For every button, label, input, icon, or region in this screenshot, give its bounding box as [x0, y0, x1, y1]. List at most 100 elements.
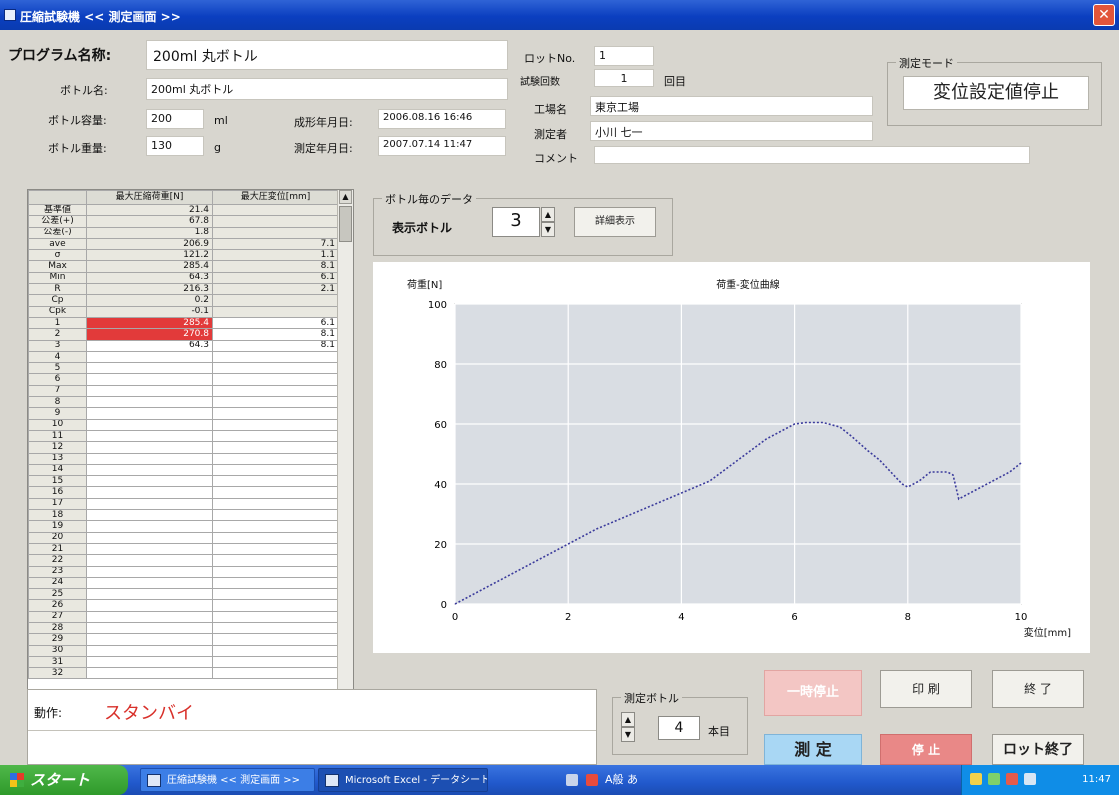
sample-row[interactable]: 14 [28, 463, 339, 477]
stat-disp-cell [212, 226, 339, 239]
sample-row[interactable]: 15 [28, 475, 339, 488]
x-tick-label: 10 [1015, 612, 1028, 623]
close-button[interactable]: ✕ [1093, 4, 1115, 26]
stop-button[interactable]: 停 止 [880, 734, 972, 765]
scroll-up-icon[interactable]: ▲ [339, 190, 352, 204]
lot-field[interactable]: 1 [594, 46, 654, 66]
operator-field[interactable]: 小川 七一 [590, 121, 873, 141]
sample-load-cell [86, 644, 213, 657]
scroll-thumb[interactable] [339, 206, 352, 242]
bottle-down-icon[interactable]: ▼ [541, 222, 555, 237]
display-bottle-value[interactable]: 3 [492, 207, 540, 237]
sample-row[interactable]: 29 [28, 633, 339, 646]
ime-toolbar[interactable]: A般 あ [566, 769, 806, 791]
sample-row[interactable]: 8 [28, 396, 339, 409]
sample-load-cell [86, 520, 213, 533]
sample-number: 14 [28, 463, 87, 477]
print-button[interactable]: 印 刷 [880, 670, 972, 708]
sample-row[interactable]: 21 [28, 542, 339, 556]
stat-row[interactable]: Max 285.4 8.1 [28, 260, 339, 273]
windows-logo-icon [10, 773, 24, 787]
sample-row[interactable]: 31 [28, 655, 339, 669]
measure-bottle-value[interactable]: 4 [658, 716, 700, 740]
measure-bottle-down-icon[interactable]: ▼ [621, 727, 635, 742]
sample-row[interactable]: 18 [28, 509, 339, 522]
taskbar-item-tester-label: 圧縮試験機 << 測定画面 >> [167, 775, 301, 786]
stat-row[interactable]: R 216.3 2.1 [28, 283, 339, 296]
end-button[interactable]: 終 了 [992, 670, 1084, 708]
results-grid: 最大圧縮荷重[N] 最大圧変位[mm] 基準値 21.4 公差(+) 67.8 公差(-) 1… [28, 190, 339, 680]
comment-field[interactable] [594, 146, 1030, 164]
results-table[interactable]: 最大圧縮荷重[N] 最大圧変位[mm] 基準値 21.4 公差(+) 67.8 公差(-) 1… [27, 189, 354, 753]
volume-icon[interactable] [1024, 773, 1036, 785]
sample-row[interactable]: 16 [28, 486, 339, 499]
sample-row[interactable]: 17 [28, 497, 339, 511]
sample-row[interactable]: 20 [28, 531, 339, 544]
taskbar-item-excel[interactable]: Microsoft Excel - データシート [318, 768, 488, 792]
sample-row[interactable]: 23 [28, 565, 339, 578]
weight-field[interactable]: 130 [146, 136, 204, 156]
bottle-up-icon[interactable]: ▲ [541, 207, 555, 222]
measure-button[interactable]: 測 定 [764, 734, 862, 765]
stat-row[interactable]: Cp 0.2 [28, 294, 339, 307]
sample-row[interactable]: 2 270.8 8.1 [28, 328, 339, 341]
x-tick-label: 6 [791, 612, 797, 623]
sample-row[interactable]: 10 [28, 418, 339, 431]
sample-disp-cell [212, 633, 339, 646]
sample-row[interactable]: 28 [28, 621, 339, 635]
alert-icon[interactable] [1006, 773, 1018, 785]
sample-row[interactable]: 22 [28, 554, 339, 567]
stat-row[interactable]: Cpk -0.1 [28, 305, 339, 318]
factory-field[interactable]: 東京工場 [590, 96, 873, 116]
sample-row[interactable]: 32 [28, 667, 339, 680]
stat-row[interactable]: 公差(+) 67.8 [28, 215, 339, 228]
sample-row[interactable]: 13 [28, 452, 339, 465]
detail-button[interactable]: 詳細表示 [574, 207, 656, 237]
start-button[interactable]: スタート [0, 765, 128, 795]
sample-row[interactable]: 19 [28, 520, 339, 533]
sample-row[interactable]: 6 [28, 373, 339, 386]
sample-load-cell [86, 475, 213, 488]
sample-row[interactable]: 1 285.4 6.1 [28, 316, 339, 330]
sample-row[interactable]: 12 [28, 441, 339, 454]
security-icon[interactable] [988, 773, 1000, 785]
sample-row[interactable]: 7 [28, 384, 339, 398]
sample-row[interactable]: 24 [28, 576, 339, 590]
table-scrollbar[interactable]: ▲ ▼ [337, 190, 353, 752]
sample-row[interactable]: 30 [28, 644, 339, 657]
sample-number: 29 [28, 633, 87, 646]
count-field[interactable]: 1 [594, 69, 654, 87]
molding-date-field[interactable]: 2006.08.16 16:46 [378, 109, 506, 129]
stat-row[interactable]: 基準値 21.4 [28, 203, 339, 217]
taskbar-item-tester[interactable]: 圧縮試験機 << 測定画面 >> [140, 768, 315, 792]
stat-row[interactable]: 公差(-) 1.8 [28, 226, 339, 239]
stat-row[interactable]: ave 206.9 7.1 [28, 237, 339, 251]
load-curve [454, 421, 1022, 605]
sample-row[interactable]: 27 [28, 610, 339, 623]
status-value: スタンバイ [104, 703, 194, 724]
sample-disp-cell [212, 565, 339, 578]
network-icon[interactable] [970, 773, 982, 785]
sample-row[interactable]: 11 [28, 429, 339, 443]
sample-row[interactable]: 3 64.3 8.1 [28, 339, 339, 352]
measure-date-field[interactable]: 2007.07.14 11:47 [378, 136, 506, 156]
lot-end-button[interactable]: ロット終了 [992, 734, 1084, 765]
sample-disp-cell [212, 418, 339, 431]
sample-row[interactable]: 26 [28, 599, 339, 612]
pause-button[interactable]: 一時停止 [764, 670, 862, 716]
bottle-field[interactable]: 200ml 丸ボトル [146, 78, 508, 100]
sample-row[interactable]: 25 [28, 588, 339, 601]
bottle-group: ボトル毎のデータ [373, 191, 673, 256]
stat-label: σ [28, 249, 87, 262]
measure-bottle-up-icon[interactable]: ▲ [621, 712, 635, 727]
sample-row[interactable]: 5 [28, 362, 339, 375]
chart-xlabel: 変位[mm] [1024, 626, 1071, 639]
stat-row[interactable]: Min 64.3 6.1 [28, 271, 339, 285]
column-header [28, 190, 87, 205]
capacity-field[interactable]: 200 [146, 109, 204, 129]
program-field[interactable]: 200ml 丸ボトル [146, 40, 508, 70]
sample-row[interactable]: 9 [28, 407, 339, 420]
sample-row[interactable]: 4 [28, 350, 339, 364]
stat-row[interactable]: σ 121.2 1.1 [28, 249, 339, 262]
sample-disp-cell [212, 463, 339, 477]
